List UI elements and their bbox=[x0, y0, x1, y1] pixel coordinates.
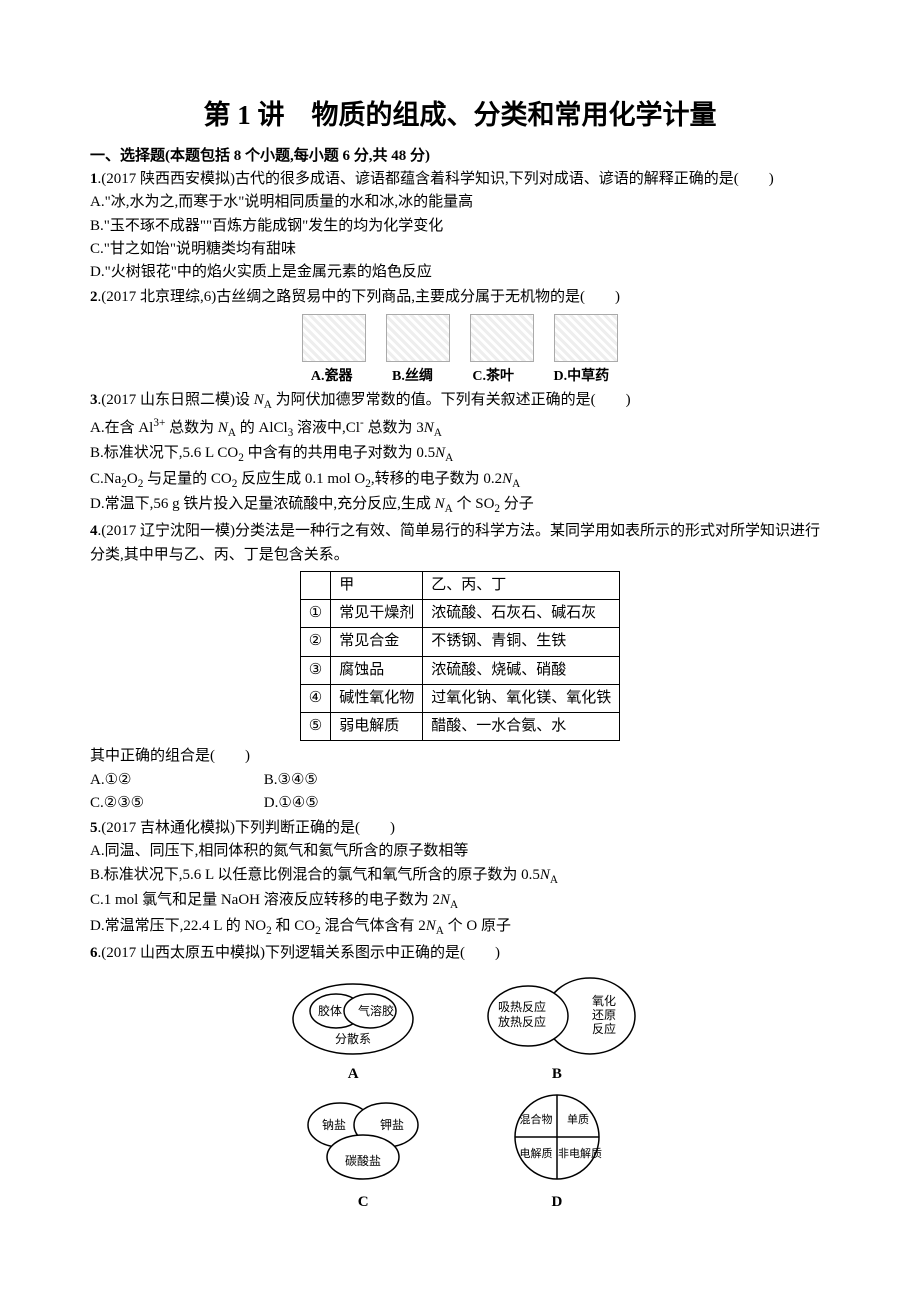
table-row: ⑤弱电解质醋酸、一水合氨、水 bbox=[300, 713, 619, 741]
question-5: 5.(2017 吉林通化模拟)下列判断正确的是( ) A.同温、同压下,相同体积… bbox=[90, 817, 830, 940]
q2-img-herb bbox=[554, 314, 618, 362]
q4-opt-a: A.①② bbox=[90, 769, 260, 792]
q2-images bbox=[90, 314, 830, 362]
q4-opt-c: C.②③⑤ bbox=[90, 792, 260, 815]
q1-opt-b: B."玉不琢不成器""百炼方能成钢"发生的均为化学变化 bbox=[90, 215, 830, 238]
svg-text:反应: 反应 bbox=[592, 1021, 616, 1036]
q5-opt-d: D.常温常压下,22.4 L 的 NO2 和 CO2 混合气体含有 2NA 个 … bbox=[90, 915, 830, 940]
q5-num: 5 bbox=[90, 820, 98, 836]
page-title: 第 1 讲 物质的组成、分类和常用化学计量 bbox=[90, 95, 830, 137]
th-ybd: 乙、丙、丁 bbox=[423, 571, 620, 599]
q1-opt-c: C."甘之如饴"说明糖类均有甜味 bbox=[90, 238, 830, 261]
q1-opt-d: D."火树银花"中的焰火实质上是金属元素的焰色反应 bbox=[90, 261, 830, 284]
venn-b-icon: 吸热反应 放热反应 氧化 还原 反应 bbox=[472, 971, 642, 1061]
q5-opt-b: B.标准状况下,5.6 L 以任意比例混合的氯气和氧气所含的原子数为 0.5NA bbox=[90, 864, 830, 889]
q1-num: 1 bbox=[90, 171, 98, 187]
q2-img-ceramic bbox=[302, 314, 366, 362]
th-jia: 甲 bbox=[331, 571, 423, 599]
svg-text:胶体: 胶体 bbox=[318, 1003, 342, 1018]
svg-text:气溶胶: 气溶胶 bbox=[358, 1003, 394, 1018]
table-row: ④碱性氧化物过氧化钠、氧化镁、氧化铁 bbox=[300, 684, 619, 712]
q2-cap-c: C.茶叶 bbox=[472, 366, 514, 388]
question-6: 6.(2017 山西太原五中模拟)下列逻辑关系图示中正确的是( ) 胶体 气溶胶… bbox=[90, 942, 830, 1214]
q2-img-silk bbox=[386, 314, 450, 362]
q5-stem: (2017 吉林通化模拟)下列判断正确的是( ) bbox=[101, 820, 395, 836]
q6-diagrams: 胶体 气溶胶 分散系 A 吸热反应 放热反应 氧化 还原 反应 B bbox=[90, 971, 830, 1214]
q4-table: 甲 乙、丙、丁 ①常见干燥剂浓硫酸、石灰石、碱石灰 ②常见合金不锈钢、青铜、生铁… bbox=[300, 571, 620, 742]
section-1-header: 一、选择题(本题包括 8 个小题,每小题 6 分,共 48 分) bbox=[90, 145, 830, 168]
q2-img-tea bbox=[470, 314, 534, 362]
svg-text:单质: 单质 bbox=[567, 1113, 589, 1126]
q6-diagram-a: 胶体 气溶胶 分散系 A bbox=[278, 971, 428, 1086]
svg-text:电解质: 电解质 bbox=[519, 1146, 552, 1160]
q3-opt-d: D.常温下,56 g 铁片投入足量浓硫酸中,充分反应,生成 NA 个 SO2 分… bbox=[90, 493, 830, 518]
q6-label-c: C bbox=[288, 1191, 438, 1214]
q4-opt-b: B.③④⑤ bbox=[264, 769, 434, 792]
question-4: 4.(2017 辽宁沈阳一模)分类法是一种行之有效、简单易行的科学方法。某同学用… bbox=[90, 520, 830, 815]
q5-opt-a: A.同温、同压下,相同体积的氮气和氦气所含的原子数相等 bbox=[90, 840, 830, 863]
q4-opts-row1: A.①② B.③④⑤ bbox=[90, 769, 830, 792]
svg-text:混合物: 混合物 bbox=[519, 1112, 552, 1126]
q6-diagram-c: 钠盐 钾盐 碳酸盐 C bbox=[288, 1089, 438, 1214]
venn-c-icon: 钠盐 钾盐 碳酸盐 bbox=[288, 1089, 438, 1189]
q4-opts-row2: C.②③⑤ D.①④⑤ bbox=[90, 792, 830, 815]
q3-mid: 为阿伏加德罗常数的值。下列有关叙述正确的是( ) bbox=[272, 392, 631, 408]
q6-label-d: D bbox=[482, 1191, 632, 1214]
venn-a-icon: 胶体 气溶胶 分散系 bbox=[278, 971, 428, 1061]
q3-opt-c: C.Na2O2 与足量的 CO2 反应生成 0.1 mol O2,转移的电子数为… bbox=[90, 468, 830, 493]
q6-label-a: A bbox=[278, 1063, 428, 1086]
svg-text:钠盐: 钠盐 bbox=[322, 1117, 346, 1132]
svg-text:还原: 还原 bbox=[592, 1008, 616, 1022]
svg-text:碳酸盐: 碳酸盐 bbox=[345, 1153, 381, 1168]
svg-text:吸热反应: 吸热反应 bbox=[498, 999, 546, 1014]
svg-text:钾盐: 钾盐 bbox=[380, 1118, 404, 1132]
q2-cap-a: A.瓷器 bbox=[311, 366, 353, 388]
question-2: 2.(2017 北京理综,6)古丝绸之路贸易中的下列商品,主要成分属于无机物的是… bbox=[90, 286, 830, 387]
q3-opt-b: B.标准状况下,5.6 L CO2 中含有的共用电子对数为 0.5NA bbox=[90, 442, 830, 467]
q2-captions: A.瓷器 B.丝绸 C.茶叶 D.中草药 bbox=[90, 366, 830, 388]
q2-num: 2 bbox=[90, 289, 98, 305]
q6-diagram-d: 混合物 单质 电解质 非电解质 D bbox=[482, 1089, 632, 1214]
q5-opt-c: C.1 mol 氯气和足量 NaOH 溶液反应转移的电子数为 2NA bbox=[90, 889, 830, 914]
svg-text:氧化: 氧化 bbox=[592, 994, 616, 1008]
q4-tail: 其中正确的组合是( ) bbox=[90, 745, 830, 768]
q3-na: N bbox=[254, 392, 264, 408]
table-row: ③腐蚀品浓硫酸、烧碱、硝酸 bbox=[300, 656, 619, 684]
q6-diagram-b: 吸热反应 放热反应 氧化 还原 反应 B bbox=[472, 971, 642, 1086]
q4-opt-d: D.①④⑤ bbox=[264, 792, 434, 815]
q3-pre: (2017 山东日照二模)设 bbox=[101, 392, 254, 408]
q4-num: 4 bbox=[90, 523, 98, 539]
q6-stem: (2017 山西太原五中模拟)下列逻辑关系图示中正确的是( ) bbox=[101, 945, 500, 961]
q1-opt-a: A."冰,水为之,而寒于水"说明相同质量的水和冰,冰的能量高 bbox=[90, 191, 830, 214]
q4-stem: (2017 辽宁沈阳一模)分类法是一种行之有效、简单易行的科学方法。某同学用如表… bbox=[90, 523, 820, 562]
table-row: ①常见干燥剂浓硫酸、石灰石、碱石灰 bbox=[300, 600, 619, 628]
q6-num: 6 bbox=[90, 945, 98, 961]
q2-cap-d: D.中草药 bbox=[553, 366, 609, 388]
table-row: ②常见合金不锈钢、青铜、生铁 bbox=[300, 628, 619, 656]
svg-text:分散系: 分散系 bbox=[335, 1031, 371, 1046]
question-3: 3.(2017 山东日照二模)设 NA 为阿伏加德罗常数的值。下列有关叙述正确的… bbox=[90, 389, 830, 518]
table-row: 甲 乙、丙、丁 bbox=[300, 571, 619, 599]
q2-cap-b: B.丝绸 bbox=[392, 366, 433, 388]
q6-label-b: B bbox=[472, 1063, 642, 1086]
th-idx bbox=[300, 571, 330, 599]
q3-num: 3 bbox=[90, 392, 98, 408]
q1-stem: (2017 陕西西安模拟)古代的很多成语、谚语都蕴含着科学知识,下列对成语、谚语… bbox=[101, 171, 774, 187]
q3-opt-a: A.在含 Al3+ 总数为 NA 的 AlCl3 溶液中,Cl- 总数为 3NA bbox=[90, 415, 830, 442]
svg-text:放热反应: 放热反应 bbox=[498, 1014, 546, 1029]
circle-d-icon: 混合物 单质 电解质 非电解质 bbox=[482, 1089, 632, 1189]
q2-stem: (2017 北京理综,6)古丝绸之路贸易中的下列商品,主要成分属于无机物的是( … bbox=[101, 289, 620, 305]
svg-text:非电解质: 非电解质 bbox=[558, 1146, 602, 1160]
question-1: 1.(2017 陕西西安模拟)古代的很多成语、谚语都蕴含着科学知识,下列对成语、… bbox=[90, 168, 830, 284]
